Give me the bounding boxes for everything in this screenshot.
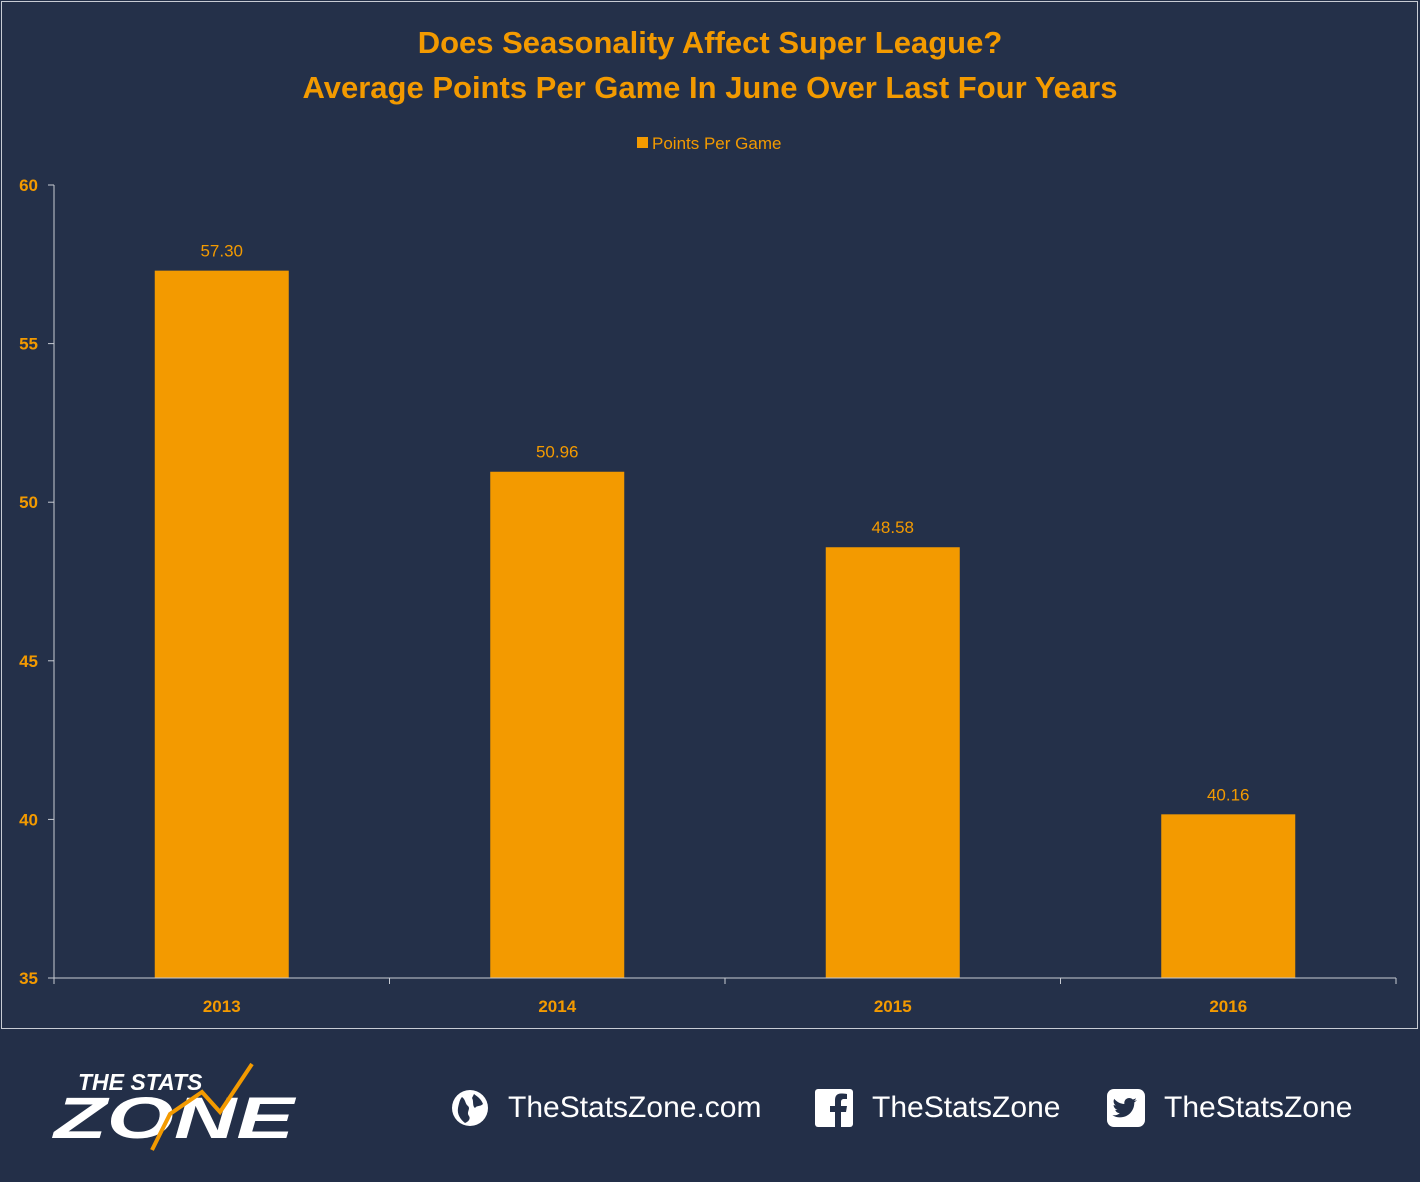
legend: Points Per Game bbox=[637, 134, 781, 153]
x-tick-label: 2016 bbox=[1209, 997, 1247, 1016]
bar-2016 bbox=[1161, 814, 1296, 978]
x-tick-label: 2013 bbox=[203, 997, 241, 1016]
y-tick-label: 60 bbox=[19, 176, 38, 195]
chart-title: Does Seasonality Affect Super League? bbox=[418, 25, 1003, 60]
data-label-2015: 48.58 bbox=[871, 518, 914, 537]
twitter-link[interactable]: TheStatsZone bbox=[1106, 1086, 1352, 1130]
x-tick-label: 2014 bbox=[538, 997, 576, 1016]
legend-label: Points Per Game bbox=[652, 134, 781, 153]
twitter-label: TheStatsZone bbox=[1164, 1091, 1353, 1124]
bar-2013 bbox=[154, 270, 289, 978]
legend-swatch bbox=[637, 137, 648, 148]
logo-swoosh bbox=[150, 1062, 254, 1151]
y-tick-label: 35 bbox=[19, 969, 38, 988]
y-tick-label: 50 bbox=[19, 493, 38, 512]
facebook-link[interactable]: TheStatsZone bbox=[814, 1086, 1060, 1130]
x-tick-label: 2015 bbox=[874, 997, 912, 1016]
chart-subtitle: Average Points Per Game In June Over Las… bbox=[303, 70, 1118, 105]
facebook-icon bbox=[814, 1088, 854, 1128]
footer: THE STATS ZONE TheStatsZone.com TheStats… bbox=[0, 1030, 1420, 1182]
logo-line1: THE STATS bbox=[78, 1069, 203, 1095]
bar-2015 bbox=[825, 547, 960, 978]
y-tick-label: 45 bbox=[19, 652, 38, 671]
logo-line2: ZONE bbox=[52, 1086, 297, 1151]
bars: 57.30 50.96 48.58 40.16 bbox=[154, 242, 1296, 978]
globe-icon bbox=[450, 1088, 490, 1128]
y-axis: 35 40 45 50 55 60 bbox=[19, 176, 55, 988]
data-label-2014: 50.96 bbox=[536, 443, 579, 462]
x-axis: 2013 2014 2015 2016 bbox=[53, 977, 1397, 1016]
bar-2014 bbox=[490, 471, 625, 978]
facebook-label: TheStatsZone bbox=[872, 1091, 1061, 1124]
data-label-2013: 57.30 bbox=[200, 242, 243, 261]
website-label: TheStatsZone.com bbox=[508, 1091, 762, 1124]
y-tick-label: 40 bbox=[19, 810, 38, 829]
chart-panel: Does Seasonality Affect Super League? Av… bbox=[1, 1, 1418, 1029]
data-label-2016: 40.16 bbox=[1207, 785, 1250, 804]
stats-zone-logo[interactable]: THE STATS ZONE bbox=[52, 1062, 302, 1154]
twitter-icon bbox=[1106, 1088, 1146, 1128]
chart-svg: Does Seasonality Affect Super League? Av… bbox=[19, 25, 1397, 1016]
y-tick-label: 55 bbox=[19, 335, 38, 354]
website-link[interactable]: TheStatsZone.com bbox=[450, 1086, 761, 1130]
